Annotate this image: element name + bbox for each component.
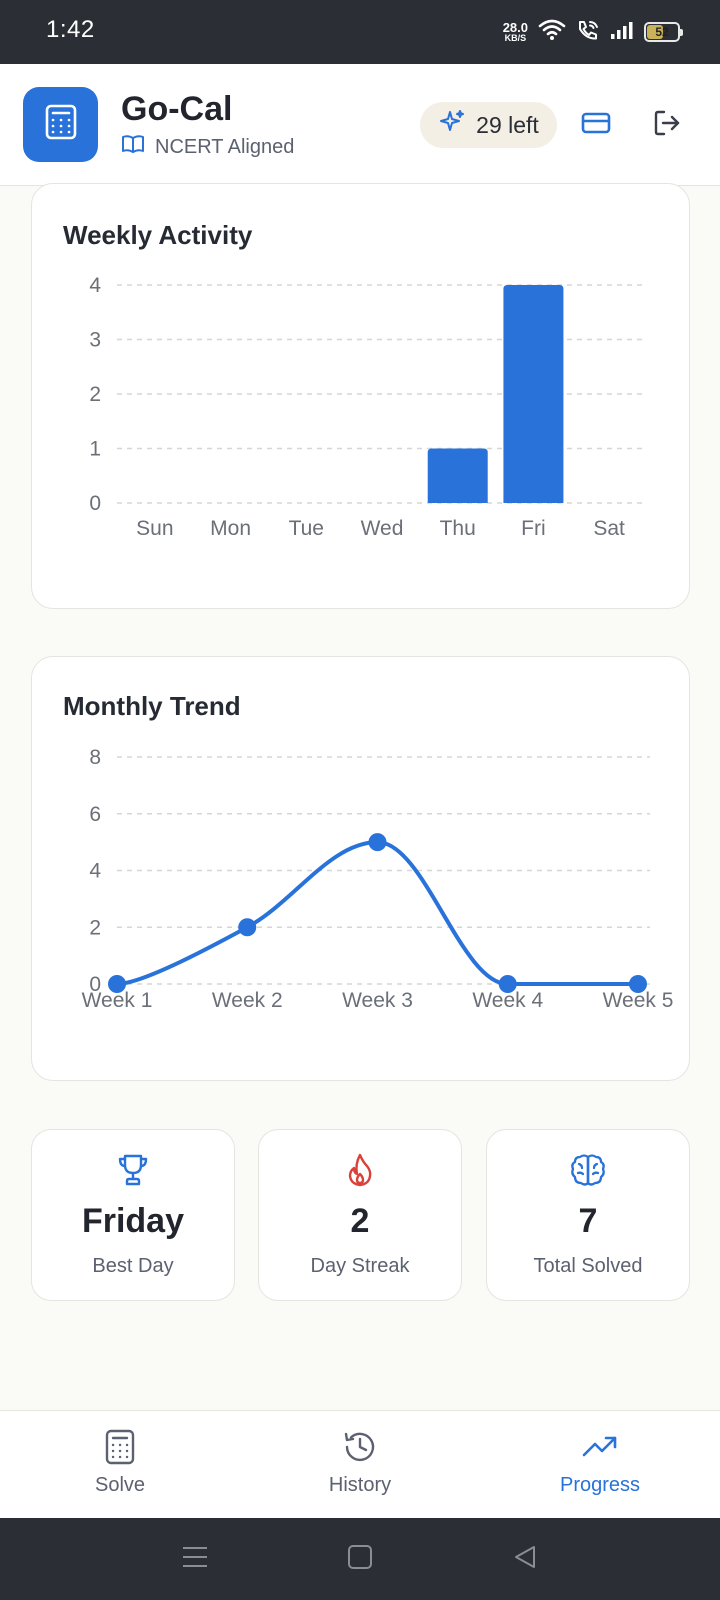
credits-badge[interactable]: 29 left: [420, 102, 557, 148]
monthly-data-point[interactable]: [368, 833, 387, 852]
monthly-x-tick: Week 4: [472, 989, 543, 1012]
back-icon: [512, 1544, 538, 1575]
system-nav-bar: [0, 1518, 720, 1600]
weekly-activity-card: Weekly Activity 0 1 2 3 4 Sun Mon Tue Wed Thu Fri S…: [31, 183, 690, 609]
brain-icon: [487, 1152, 689, 1188]
monthly-trend-chart: 0 2 4 6 8 Week 1 Week 2 Week 3 Week 4 Week 5: [82, 746, 674, 1012]
flame-icon: [259, 1152, 461, 1188]
logout-icon: [652, 108, 682, 143]
nav-label: Solve: [94, 1474, 146, 1496]
battery-fill: [647, 25, 663, 39]
battery-icon: 52: [644, 22, 683, 42]
status-time: 1:42: [46, 16, 95, 43]
weekly-x-tick: Sun: [136, 517, 173, 540]
monthly-data-point[interactable]: [238, 918, 257, 937]
weekly-bar[interactable]: [427, 448, 488, 504]
home-button[interactable]: [340, 1542, 380, 1576]
weekly-y-tick: 4: [89, 274, 101, 297]
bottom-nav: Solve History Progress: [0, 1410, 720, 1518]
monthly-trend-line: [115, 840, 640, 986]
weekly-x-tick: Tue: [289, 517, 324, 540]
monthly-trend-card: Monthly Trend 0 2 4 6 8 Week 1 Week 2 Week 3 Wee…: [31, 656, 690, 1081]
app-subtitle: NCERT Aligned: [121, 134, 294, 160]
stat-card-total-solved: 7 Total Solved: [486, 1129, 690, 1301]
home-icon: [347, 1544, 373, 1575]
weekly-x-tick: Fri: [521, 517, 546, 540]
app-subtitle-text: NCERT Aligned: [155, 135, 295, 158]
monthly-data-point[interactable]: [629, 975, 647, 993]
nav-label: Progress: [559, 1474, 641, 1496]
weekly-y-tick: 3: [89, 329, 101, 352]
weekly-activity-title: Weekly Activity: [63, 220, 253, 250]
nav-tab-progress[interactable]: Progress: [480, 1411, 720, 1519]
network-speed-unit: KB/S: [504, 33, 527, 43]
menu-icon: [182, 1545, 208, 1574]
stat-label: Total Solved: [533, 1255, 643, 1277]
weekly-y-tick: 0: [89, 492, 101, 515]
weekly-activity-chart: 0 1 2 3 4 Sun Mon Tue Wed Thu Fri Sat: [89, 274, 647, 540]
weekly-bar[interactable]: [503, 285, 564, 503]
stat-card-best-day: Friday Best Day: [31, 1129, 235, 1301]
nav-tab-solve[interactable]: Solve: [0, 1411, 240, 1519]
app-header: Go-Cal NCERT Aligned 29 left: [0, 64, 720, 186]
weekly-x-tick: Thu: [440, 517, 476, 540]
stat-value: 2: [350, 1202, 370, 1240]
nav-tab-history[interactable]: History: [240, 1411, 480, 1519]
network-speed-value: 28.0: [502, 20, 528, 35]
monthly-trend-title: Monthly Trend: [63, 691, 241, 721]
credit-card-icon: [581, 111, 611, 140]
monthly-data-point[interactable]: [498, 975, 517, 993]
stat-value: Friday: [81, 1202, 185, 1240]
weekly-x-tick: Mon: [210, 517, 251, 540]
menu-button[interactable]: [175, 1542, 215, 1576]
weekly-x-tick: Sat: [593, 517, 625, 540]
calculator-icon: [44, 104, 78, 145]
weekly-x-tick: Wed: [361, 517, 404, 540]
credits-text: 29 left: [476, 111, 539, 138]
monthly-x-tick: Week 2: [212, 989, 283, 1012]
monthly-data-point[interactable]: [108, 975, 126, 993]
app-title: Go-Cal: [121, 90, 233, 128]
calculator-icon: [0, 1429, 240, 1465]
sparkles-icon: [438, 108, 466, 142]
monthly-x-tick: Week 5: [603, 989, 674, 1012]
logout-button[interactable]: [646, 104, 688, 146]
monthly-x-tick: Week 3: [342, 989, 413, 1012]
stat-label: Best Day: [92, 1255, 174, 1277]
stat-value: 7: [578, 1202, 598, 1240]
status-icons: 28.0 KB/S 52: [503, 16, 683, 48]
monthly-y-tick: 0: [89, 973, 101, 996]
book-open-icon: [121, 134, 145, 160]
trending-up-icon: [480, 1429, 720, 1465]
nav-label: History: [328, 1474, 392, 1496]
signal-icon: [610, 20, 634, 45]
back-button[interactable]: [505, 1542, 545, 1576]
network-speed: 28.0 KB/S: [503, 21, 528, 43]
trophy-icon: [32, 1152, 234, 1188]
plan-button[interactable]: [575, 104, 617, 146]
weekly-y-tick: 1: [89, 438, 101, 461]
monthly-y-tick: 2: [89, 916, 101, 939]
app-logo: [23, 87, 98, 162]
history-icon: [240, 1429, 480, 1465]
status-bar: 1:42 28.0 KB/S 52: [0, 0, 720, 64]
weekly-y-tick: 2: [89, 383, 101, 406]
wifi-icon: [538, 19, 566, 46]
wifi-calling-icon: [576, 19, 600, 46]
monthly-x-tick: Week 1: [82, 989, 153, 1012]
monthly-y-tick: 8: [89, 746, 101, 769]
stat-card-day-streak: 2 Day Streak: [258, 1129, 462, 1301]
monthly-y-tick: 6: [89, 803, 101, 826]
battery-level: 52: [655, 25, 669, 39]
stat-label: Day Streak: [310, 1255, 410, 1277]
monthly-y-tick: 4: [89, 860, 101, 883]
